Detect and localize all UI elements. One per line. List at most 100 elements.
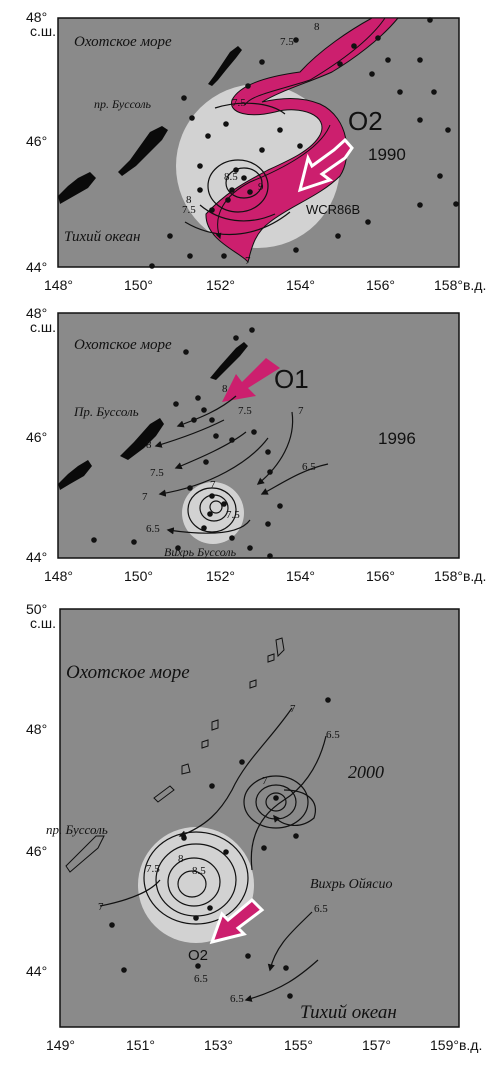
x-tick-label: 150° (124, 277, 153, 293)
y-tick-label: 48° (26, 9, 47, 25)
y-tick-label: 48° (26, 305, 47, 321)
y-tick-label: 48° (26, 721, 47, 737)
x-tick-label: 154° (286, 568, 315, 584)
sea-background (57, 312, 460, 559)
contour-label: 7 (290, 703, 296, 715)
contour-label: 6.5 (302, 461, 316, 473)
map-panel-1996: 8 7.5 8 7.5 7 7 6.5 7 7.5 6.5 Охотское м… (26, 305, 486, 584)
contour-label: 8 (178, 853, 184, 865)
strait-label: пр. Буссоль (46, 822, 108, 837)
sea-label: Охотское море (66, 662, 190, 683)
kuril-island (120, 418, 164, 460)
contour-line (207, 159, 269, 213)
sea-label: Охотское море (74, 337, 172, 353)
map-panel-1990: 7.5 8 7.5 8.5 9 8 7.5 7 Охотское море пр… (26, 9, 486, 293)
contour-label: 7.5 (146, 863, 160, 875)
sea-label: Охотское море (74, 34, 172, 50)
contour-line (199, 204, 276, 222)
y-tick-label: 46° (26, 843, 47, 859)
x-tick-label: 154° (286, 277, 315, 293)
y-unit-label: с.ш. (30, 319, 56, 335)
x-tick-label: 152° (206, 277, 235, 293)
inflow-arrow (222, 358, 280, 402)
y-tick-label: 44° (26, 549, 47, 565)
ocean-label: Тихий океан (64, 229, 140, 245)
y-unit-label: с.ш. (30, 615, 56, 631)
kuril-island (58, 460, 92, 490)
contour-label: 6.5 (194, 973, 208, 985)
contour-label: 8 (146, 439, 152, 451)
station-points (149, 17, 459, 269)
warm-jet-streamer (205, 17, 400, 264)
kuril-island (58, 172, 96, 204)
contour-line (177, 870, 207, 898)
ocean-label: Тихий океан (300, 1002, 397, 1023)
contour-line (225, 167, 263, 199)
x-tick-label: 159°в.д. (430, 1037, 482, 1053)
contour-label: 7 (210, 479, 216, 491)
station-points (91, 327, 283, 559)
eddy-area (182, 482, 244, 544)
year-label: 2000 (348, 762, 384, 782)
x-tick-label: 152° (206, 568, 235, 584)
contour-label: 7.5 (280, 36, 294, 48)
contour-line (243, 775, 309, 829)
marker-label: O2 (188, 947, 208, 964)
x-tick-label: 148° (44, 277, 73, 293)
y-tick-label: 44° (26, 259, 47, 275)
eddy-drift-arrow (209, 897, 265, 945)
contour-label: 8.5 (192, 865, 206, 877)
eddy-drift-arrow (297, 137, 354, 193)
y-tick-label: 50° (26, 601, 47, 617)
eddy-label: WCR86B (306, 202, 360, 217)
flow-lines (99, 707, 327, 1002)
x-tick-label: 157° (362, 1037, 391, 1053)
map-panel-2000: 7 6.5 7 7.5 8 8.5 7 6.5 6.5 6.5 Охотское… (26, 601, 482, 1053)
contour-line (265, 792, 287, 812)
strait-label: пр. Буссоль (94, 97, 152, 111)
x-tick-label: 156° (366, 568, 395, 584)
contour-line (187, 487, 237, 533)
eddy-label: Вихрь Ойясио (310, 877, 392, 892)
eddy-label: Вихрь Буссоль (164, 545, 237, 559)
x-tick-label: 158°в.д. (434, 568, 486, 584)
marker-label: O2 (348, 106, 383, 136)
contour-label: 6.5 (146, 523, 160, 535)
station-points (109, 697, 331, 999)
x-tick-label: 155° (284, 1037, 313, 1053)
contour-label: 7 (262, 775, 268, 787)
contour-line (167, 857, 221, 907)
contour-label: 7.5 (238, 405, 252, 417)
contour-line (184, 211, 291, 236)
x-tick-label: 149° (46, 1037, 75, 1053)
x-tick-label: 156° (366, 277, 395, 293)
kuril-island (118, 126, 168, 176)
kuril-island (210, 342, 248, 380)
contour-label: 7.5 (150, 467, 164, 479)
x-tick-label: 148° (44, 568, 73, 584)
contour-label: 6.5 (314, 903, 328, 915)
contour-label: 7.5 (182, 204, 196, 216)
x-tick-label: 150° (124, 568, 153, 584)
contour-label: 7 (298, 405, 304, 417)
contour-label: 7 (98, 901, 104, 913)
contour-label: 8.5 (224, 171, 238, 183)
contour-label: 7 (142, 491, 148, 503)
y-tick-label: 44° (26, 963, 47, 979)
marker-label: O1 (274, 364, 309, 394)
contour-line (214, 102, 286, 115)
y-tick-label: 46° (26, 133, 47, 149)
island-outlines (65, 637, 285, 873)
sea-background (59, 608, 460, 1028)
contour-label: 8 (222, 383, 228, 395)
x-tick-label: 151° (126, 1037, 155, 1053)
contour-line (255, 784, 297, 820)
x-tick-label: 153° (204, 1037, 233, 1053)
strait-label: Пр. Буссоль (73, 404, 139, 419)
contour-line (209, 500, 223, 514)
contour-label: 8 (314, 21, 320, 33)
contour-label: 9 (258, 181, 264, 193)
contour-label: 6.5 (230, 993, 244, 1005)
contour-label: 7.5 (226, 509, 240, 521)
